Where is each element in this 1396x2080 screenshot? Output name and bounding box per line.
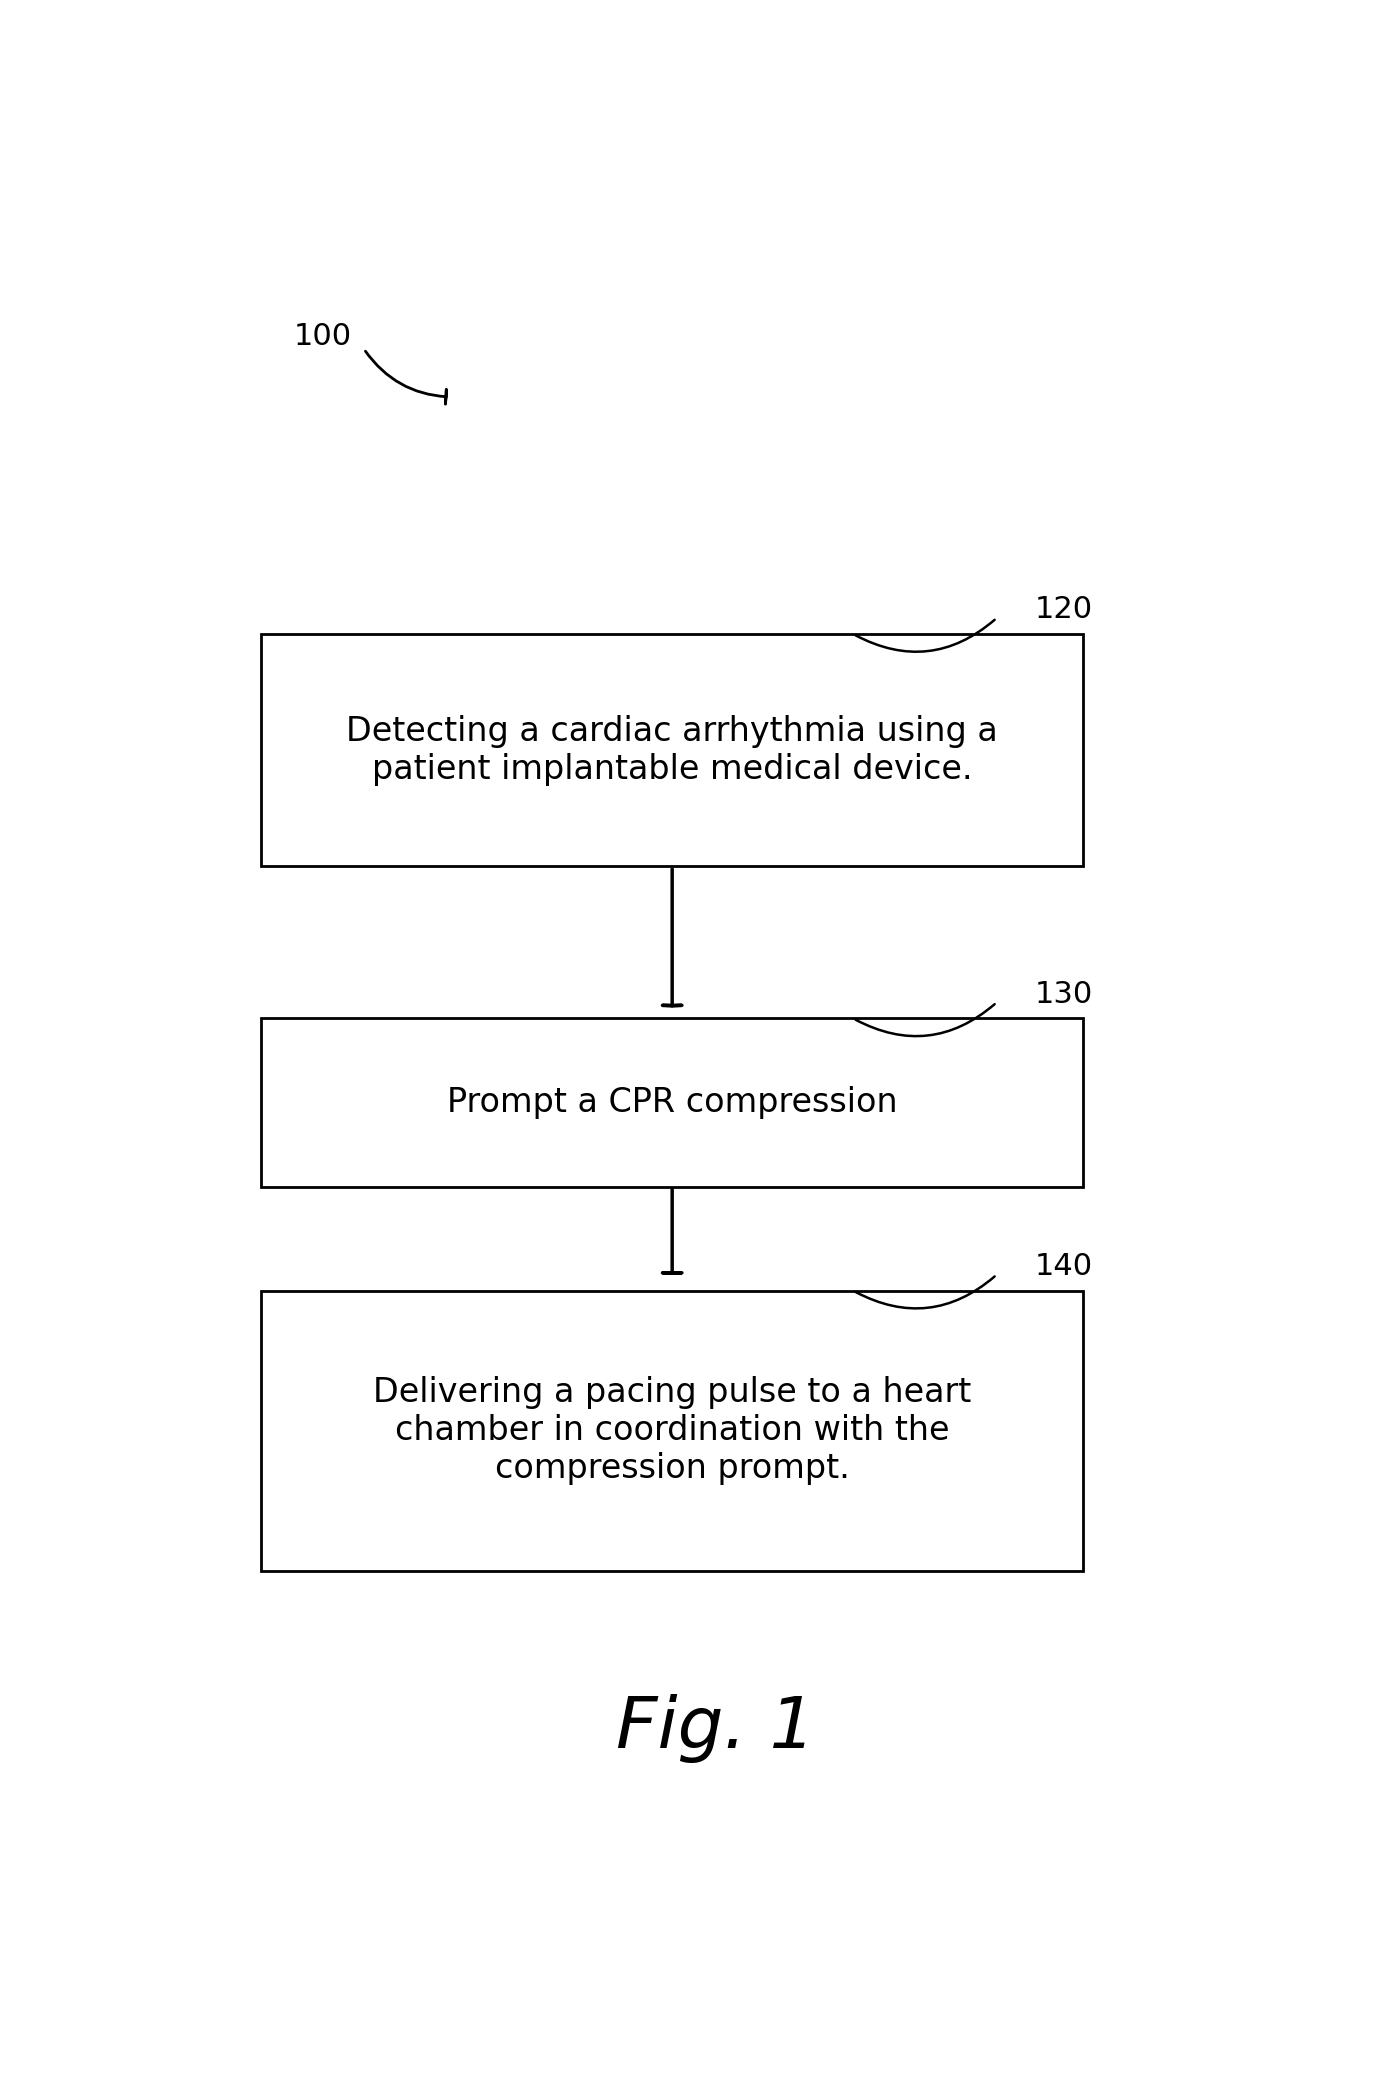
FancyBboxPatch shape (261, 634, 1083, 865)
Text: Prompt a CPR compression: Prompt a CPR compression (447, 1086, 898, 1119)
FancyBboxPatch shape (261, 1019, 1083, 1186)
Text: 130: 130 (1034, 980, 1093, 1009)
Text: Delivering a pacing pulse to a heart
chamber in coordination with the
compressio: Delivering a pacing pulse to a heart cha… (373, 1377, 972, 1485)
Text: 140: 140 (1034, 1252, 1093, 1281)
Text: Detecting a cardiac arrhythmia using a
patient implantable medical device.: Detecting a cardiac arrhythmia using a p… (346, 716, 998, 786)
Text: 120: 120 (1034, 595, 1093, 624)
Text: 100: 100 (293, 322, 352, 352)
FancyBboxPatch shape (261, 1290, 1083, 1570)
Text: Fig. 1: Fig. 1 (616, 1693, 815, 1764)
